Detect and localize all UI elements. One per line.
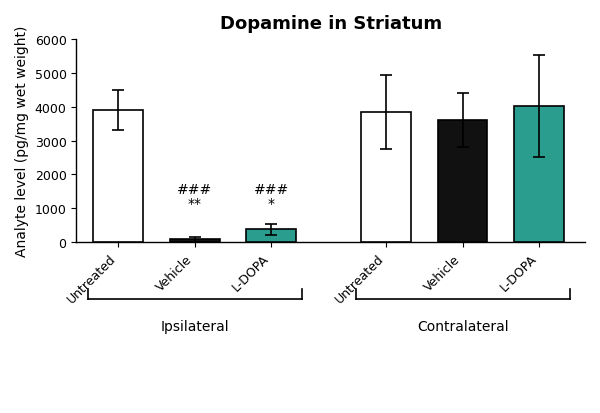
Text: *: * (268, 197, 275, 211)
Bar (170, 240, 220, 242)
Text: **: ** (188, 197, 202, 211)
Title: Dopamine in Striatum: Dopamine in Striatum (220, 15, 442, 33)
Bar (247, 230, 296, 242)
Bar (438, 121, 487, 242)
Text: ###: ### (177, 183, 212, 197)
Bar (514, 107, 564, 242)
Bar (94, 111, 143, 242)
Text: Contralateral: Contralateral (417, 320, 508, 334)
Text: ###: ### (254, 183, 289, 197)
Text: Ipsilateral: Ipsilateral (161, 320, 229, 334)
Y-axis label: Analyte level (pg/mg wet weight): Analyte level (pg/mg wet weight) (15, 26, 29, 257)
Bar (361, 113, 411, 242)
